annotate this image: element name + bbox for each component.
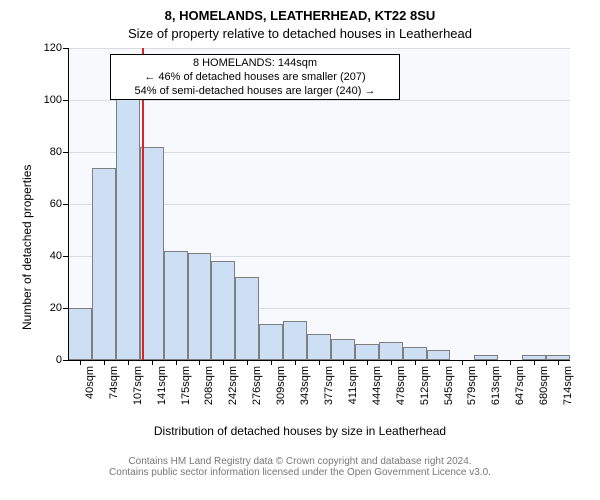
histogram-bar [235,277,259,360]
x-tick-label: 40sqm [84,366,96,399]
x-axis-line [68,360,570,361]
y-axis-line [68,48,69,360]
histogram-bar [68,308,92,360]
x-tick-label: 377sqm [323,366,335,405]
histogram-bar [188,253,212,360]
histogram-bar [116,97,140,360]
histogram-bar [403,347,427,360]
histogram-bar [259,324,283,360]
chart-title-address: 8, HOMELANDS, LEATHERHEAD, KT22 8SU [0,8,600,23]
x-tick-label: 208sqm [203,366,215,405]
histogram-bar [92,168,116,360]
annotation-line: 54% of semi-detached houses are larger (… [115,85,395,99]
x-tick-label: 309sqm [275,366,287,405]
histogram-bar [211,261,235,360]
x-tick-label: 714sqm [562,366,574,405]
x-tick-label: 411sqm [347,366,359,404]
x-tick-label: 647sqm [514,366,526,405]
annotation-line: ← 46% of detached houses are smaller (20… [115,71,395,85]
histogram-bar [331,339,355,360]
histogram-bar [427,350,451,360]
histogram-bar [379,342,403,360]
x-tick-label: 545sqm [443,366,455,405]
x-tick-label: 613sqm [490,366,502,405]
x-tick-label: 579sqm [466,366,478,405]
histogram-bar [164,251,188,360]
x-tick-label: 680sqm [538,366,550,405]
x-tick-label: 175sqm [180,366,192,405]
footer-attribution: Contains HM Land Registry data © Crown c… [0,456,600,478]
x-tick-label: 512sqm [419,366,431,405]
x-axis-label: Distribution of detached houses by size … [0,424,600,438]
annotation-line: 8 HOMELANDS: 144sqm [115,57,395,71]
histogram-bar [355,344,379,360]
x-tick-label: 444sqm [371,366,383,405]
annotation-box: 8 HOMELANDS: 144sqm← 46% of detached hou… [110,54,400,100]
x-tick-label: 343sqm [299,366,311,405]
histogram-bar [307,334,331,360]
x-tick-label: 74sqm [108,366,120,399]
x-tick-label: 276sqm [251,366,263,405]
x-tick-label: 107sqm [132,366,144,405]
x-tick-label: 141sqm [156,366,168,405]
y-axis-label: Number of detached properties [20,165,34,330]
x-tick-label: 478sqm [395,366,407,405]
histogram-bar [283,321,307,360]
chart-title-desc: Size of property relative to detached ho… [0,26,600,41]
x-tick-label: 242sqm [227,366,239,405]
